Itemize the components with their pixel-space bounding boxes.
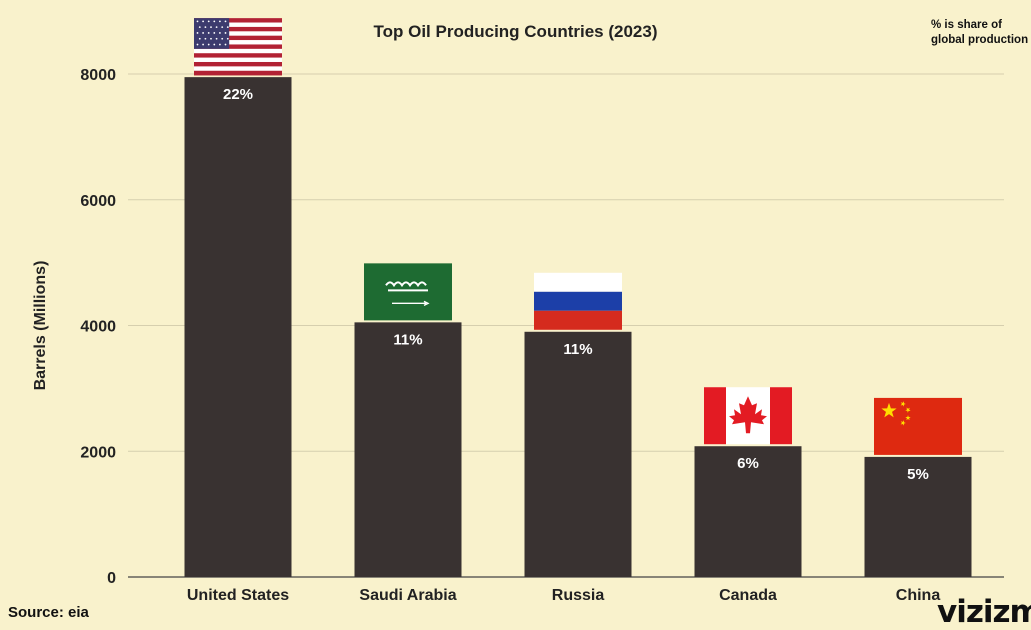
y-axis-label: Barrels (Millions) <box>32 261 49 391</box>
flag-stripe <box>534 272 622 292</box>
flag-band <box>704 387 726 445</box>
flag-star <box>215 37 218 40</box>
brand-logo: vizizm <box>937 594 1031 630</box>
data-label: 11% <box>563 341 592 358</box>
flag-star <box>226 26 229 29</box>
flag-star <box>204 26 207 29</box>
flag-star <box>881 402 897 418</box>
flag-star <box>221 26 224 29</box>
chart-note: % is share of global production <box>931 19 1029 46</box>
bar <box>524 331 632 577</box>
bar <box>184 77 292 578</box>
bar <box>354 322 462 577</box>
flag-star <box>224 43 227 46</box>
flag-star <box>210 26 212 29</box>
flag-stripe <box>194 70 282 76</box>
flag-star <box>210 37 212 40</box>
y-tick-label: 4000 <box>80 319 116 336</box>
source-label: Source: eia <box>8 604 89 621</box>
data-label: 11% <box>393 331 422 348</box>
flag-star <box>221 37 224 40</box>
flag-stripe <box>194 66 282 72</box>
flag-star <box>202 43 204 46</box>
flag-stripe <box>194 26 282 32</box>
flag-stripe <box>194 31 282 36</box>
flag-star <box>207 32 210 34</box>
x-tick-label: United States <box>187 587 289 604</box>
flag-star <box>204 37 207 40</box>
flag-band <box>770 387 792 445</box>
russia-flag-icon <box>534 272 622 330</box>
maple-leaf-icon <box>729 396 767 434</box>
flag-canton <box>194 18 230 49</box>
flag-star <box>198 37 201 40</box>
x-tick-label: Canada <box>719 587 777 604</box>
bar <box>864 456 972 577</box>
flag-star <box>900 401 906 407</box>
flag-star <box>196 43 199 46</box>
flag-inscription <box>385 281 428 292</box>
flag-stripe <box>194 44 282 50</box>
canada-flag-icon <box>704 387 792 445</box>
x-tick-label: Russia <box>552 587 605 604</box>
saudi-arabia-flag-icon <box>364 263 452 321</box>
flag-stripe <box>194 57 282 63</box>
flag-star <box>202 32 204 34</box>
flag-star <box>905 415 911 421</box>
data-label: 22% <box>223 86 253 103</box>
y-tick-label: 8000 <box>80 67 116 84</box>
us-flag-icon <box>194 18 282 76</box>
y-tick-label: 2000 <box>80 444 116 461</box>
flag-stripe <box>194 53 282 58</box>
flag-star <box>207 43 210 46</box>
flag-star <box>207 20 210 23</box>
chart-title: Top Oil Producing Countries (2023) <box>373 22 658 41</box>
data-label: 6% <box>737 455 759 472</box>
flag-star <box>905 407 911 413</box>
flag-star <box>226 37 229 40</box>
flag-stripe <box>534 291 622 311</box>
y-tick-label: 0 <box>107 570 116 587</box>
flag-field <box>364 263 452 321</box>
flag-star <box>196 20 199 23</box>
y-tick-label: 6000 <box>80 193 116 210</box>
data-label: 5% <box>907 466 929 483</box>
flag-stripe <box>194 35 282 41</box>
flag-star <box>213 32 216 34</box>
flag-star <box>219 20 221 23</box>
x-tick-label: China <box>896 587 941 604</box>
flag-star <box>196 32 199 34</box>
flag-stripe <box>194 40 282 45</box>
flag-stripe <box>534 310 622 330</box>
x-tick-label: Saudi Arabia <box>359 587 456 604</box>
bar <box>694 446 802 577</box>
flag-stripe <box>194 48 282 54</box>
flag-star <box>219 32 221 34</box>
flag-sword <box>392 300 430 306</box>
flag-stripe <box>194 61 282 67</box>
china-flag-icon <box>874 397 962 455</box>
flag-star <box>900 420 906 426</box>
flag-star <box>219 43 221 46</box>
flag-star <box>224 20 227 23</box>
flag-star <box>224 32 227 34</box>
flag-star <box>213 20 216 23</box>
flag-stripe <box>194 18 282 23</box>
flag-stripe <box>194 22 282 28</box>
flag-star <box>215 26 218 29</box>
flag-field <box>874 397 962 455</box>
flag-star <box>198 26 201 29</box>
flag-star <box>202 20 204 23</box>
flag-star <box>213 43 216 46</box>
